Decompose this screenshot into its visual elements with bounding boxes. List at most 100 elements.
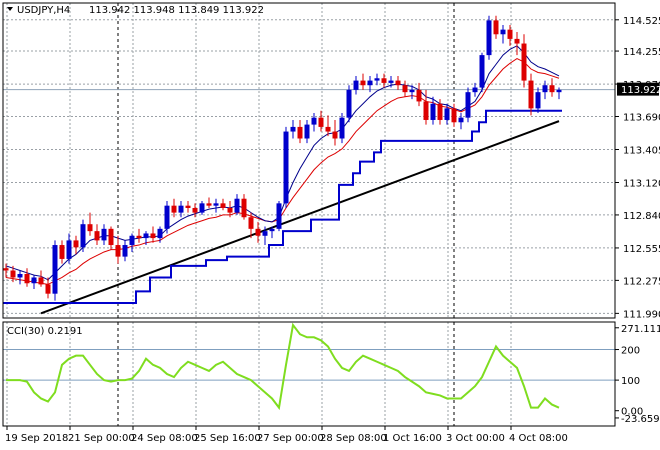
candle xyxy=(402,80,408,97)
price-tick-label: 112.555 xyxy=(623,244,660,255)
candle-body xyxy=(66,240,72,259)
candle xyxy=(521,34,527,88)
time-tick-label: 4 Oct 08:00 xyxy=(509,433,568,444)
candle xyxy=(87,212,93,236)
dropdown-triangle-icon[interactable] xyxy=(7,7,13,11)
candle-body xyxy=(234,198,240,213)
cci-line xyxy=(6,322,560,411)
candle xyxy=(178,201,184,218)
current-price-label: 113.922 xyxy=(621,85,660,96)
candle-body xyxy=(171,205,177,213)
candle-body xyxy=(374,78,380,81)
cci-tick-label: 271.1119 xyxy=(621,324,660,335)
candle xyxy=(17,270,23,285)
symbol-label: USDJPY,H4 xyxy=(17,5,70,16)
candle-body xyxy=(451,108,457,123)
candle-body xyxy=(52,245,58,294)
candle xyxy=(465,87,471,123)
candle-body xyxy=(367,80,373,86)
cci-pane xyxy=(2,321,616,427)
candle xyxy=(339,113,345,144)
time-tick-label: 24 Sep 08:00 xyxy=(131,433,198,444)
time-tick-label: 27 Sep 00:00 xyxy=(257,433,324,444)
candle xyxy=(129,233,135,252)
candle xyxy=(388,75,394,88)
candle-body xyxy=(402,85,408,93)
candle xyxy=(262,226,268,246)
candle-body xyxy=(479,55,485,88)
candle xyxy=(157,226,163,243)
cci-axis: 271.1119 200 100 0.00-23.6598 xyxy=(615,324,660,425)
candle xyxy=(234,194,240,215)
candle-body xyxy=(409,89,415,93)
candle xyxy=(542,80,548,100)
candle xyxy=(59,240,65,264)
candle xyxy=(367,75,373,93)
candle xyxy=(255,221,261,243)
price-tick-label: 113.120 xyxy=(623,179,660,190)
candle xyxy=(227,201,233,218)
candle-body xyxy=(360,80,366,86)
candle-body xyxy=(136,235,142,239)
candle xyxy=(276,201,282,232)
candle-body xyxy=(241,198,247,218)
candle xyxy=(500,25,506,44)
candle xyxy=(304,119,310,144)
candle-body xyxy=(199,203,205,213)
candle-body xyxy=(444,108,450,120)
cci-tick-label: -23.6598 xyxy=(621,414,660,425)
candle xyxy=(409,85,415,100)
candle xyxy=(311,113,317,132)
candle xyxy=(45,277,51,299)
cci-header: CCI(30) 0.2191 xyxy=(7,326,83,337)
candle xyxy=(122,240,128,262)
candle-body xyxy=(178,205,184,213)
candle-body xyxy=(493,20,499,35)
price-tick-label: 112.275 xyxy=(623,276,660,287)
price-axis: 114.525114.255113.970113.690113.405113.1… xyxy=(615,16,660,320)
candle-body xyxy=(465,92,471,118)
cci-pane-frame xyxy=(2,321,616,427)
candle xyxy=(3,263,9,278)
candle-body xyxy=(101,228,107,241)
price-tick-label: 112.840 xyxy=(623,211,660,222)
candle-body xyxy=(528,80,534,109)
ohlc-values: 113.942 113.948 113.849 113.922 xyxy=(89,5,264,16)
cci-series xyxy=(6,322,560,411)
candle-body xyxy=(262,231,268,236)
candle xyxy=(150,226,156,243)
candle-body xyxy=(423,101,429,120)
candle xyxy=(507,25,513,46)
candle xyxy=(24,268,30,287)
candle-body xyxy=(521,43,527,81)
candle-body xyxy=(472,87,478,93)
candle-body xyxy=(283,131,289,204)
candle xyxy=(73,235,79,255)
candle xyxy=(241,194,247,220)
trendline xyxy=(40,120,560,315)
candle xyxy=(31,275,37,290)
candle-body xyxy=(486,20,492,56)
candle xyxy=(346,85,352,123)
candle xyxy=(101,224,107,246)
candle-body xyxy=(339,117,345,139)
candle-body xyxy=(10,270,16,278)
candle-body xyxy=(500,29,506,35)
candle-body xyxy=(514,38,520,44)
candle-body xyxy=(549,85,555,93)
candle xyxy=(290,119,296,139)
time-tick-label: 28 Sep 08:00 xyxy=(320,433,387,444)
candle-body xyxy=(290,126,296,132)
candle xyxy=(66,233,72,264)
candle-body xyxy=(535,92,541,109)
candle xyxy=(353,75,359,95)
candle xyxy=(10,265,16,283)
candle xyxy=(199,201,205,215)
candle-body xyxy=(164,205,170,229)
price-pane-frame xyxy=(2,2,616,319)
candle-body xyxy=(38,277,44,285)
candle-body xyxy=(220,203,226,208)
candle xyxy=(381,73,387,88)
cci-tick-label: 200 xyxy=(621,346,640,357)
